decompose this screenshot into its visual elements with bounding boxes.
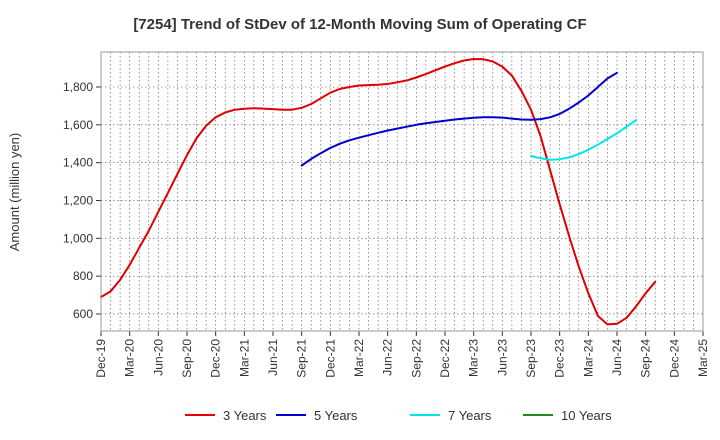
plot-area-frame (100, 51, 704, 332)
y-tick-label: 1,800 (63, 80, 93, 94)
x-tick-label: Dec-24 (667, 339, 681, 378)
series-lines (100, 58, 657, 326)
x-tick-label: Jun-20 (151, 339, 165, 376)
x-axis-ticks: Dec-19 Mar-20 Jun-20 Sep-20 Dec-20 Mar-21 Jun-… (94, 331, 710, 378)
x-tick-label: Dec-23 (553, 339, 567, 378)
series-line-3-years (100, 58, 657, 326)
x-tick-label: Sep-23 (524, 339, 538, 378)
y-axis-label: Amount (million yen) (7, 133, 22, 252)
y-tick-label: 1,000 (63, 231, 93, 245)
chart-title: [7254] Trend of StDev of 12-Month Moving… (133, 16, 586, 33)
x-tick-label: Dec-19 (94, 339, 108, 378)
legend-label-5-years: 5 Years (314, 408, 358, 423)
y-axis-ticks: 600 800 1,000 1,200 1,400 1,600 1,800 (63, 80, 101, 321)
series-line-7-years (530, 119, 638, 161)
x-tick-label: Mar-25 (696, 339, 710, 377)
x-tick-label: Jun-23 (495, 339, 509, 376)
x-tick-label: Jun-21 (266, 339, 280, 376)
y-tick-label: 600 (73, 307, 93, 321)
grid (101, 52, 703, 331)
x-tick-label: Sep-24 (639, 339, 653, 378)
x-tick-label: Mar-22 (352, 339, 366, 377)
y-tick-label: 1,200 (63, 193, 93, 207)
x-tick-label: Mar-24 (581, 339, 595, 377)
series-line-5-years (300, 71, 618, 167)
x-tick-label: Mar-20 (123, 339, 137, 377)
legend: 3 Years 5 Years 7 Years 10 Years (185, 408, 612, 423)
y-tick-label: 1,600 (63, 118, 93, 132)
x-tick-label: Dec-22 (438, 339, 452, 378)
x-tick-label: Mar-23 (467, 339, 481, 377)
x-tick-label: Sep-20 (180, 339, 194, 378)
x-tick-label: Sep-21 (295, 339, 309, 378)
y-tick-label: 1,400 (63, 156, 93, 170)
x-tick-label: Dec-21 (323, 339, 337, 378)
y-tick-label: 800 (73, 269, 93, 283)
x-tick-label: Dec-20 (209, 339, 223, 378)
x-tick-label: Mar-21 (237, 339, 251, 377)
legend-label-7-years: 7 Years (448, 408, 492, 423)
legend-label-3-years: 3 Years (223, 408, 267, 423)
x-tick-label: Jun-22 (381, 339, 395, 376)
x-tick-label: Sep-22 (409, 339, 423, 378)
x-tick-label: Jun-24 (610, 339, 624, 376)
legend-label-10-years: 10 Years (561, 408, 612, 423)
